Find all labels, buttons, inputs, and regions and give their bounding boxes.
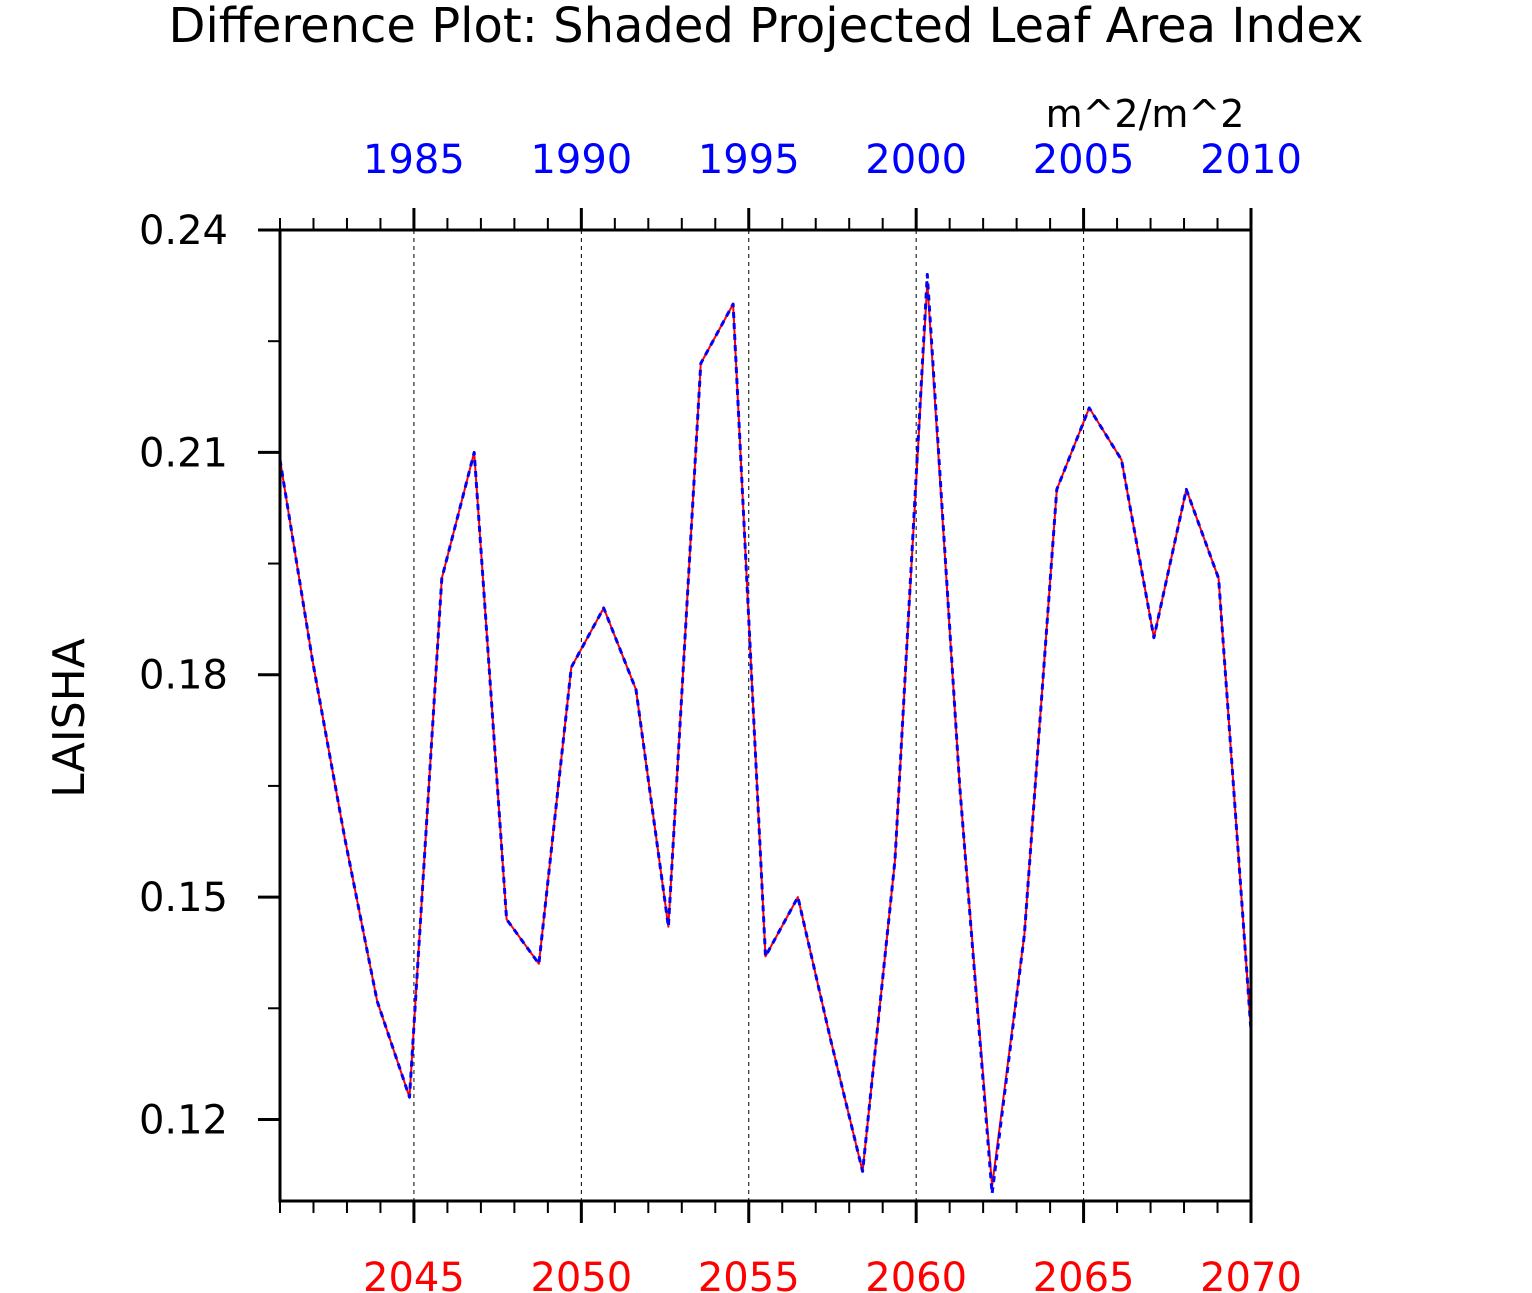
series-line-1 [279,280,1252,1188]
x-tick-label-bottom: 2045 [363,1255,465,1293]
units-label: m^2/m^2 [1046,92,1245,136]
y-tick-label: 0.24 [139,208,228,254]
chart-title: Difference Plot: Shaded Projected Leaf A… [169,0,1364,54]
y-tick-label: 0.18 [139,653,228,699]
x-tick-label-bottom: 2070 [1200,1255,1302,1293]
x-tick-label-bottom: 2065 [1033,1255,1135,1293]
x-tick-label-bottom: 2055 [698,1255,800,1293]
series-line-2 [278,273,1253,1196]
x-tick-label-top: 1985 [363,137,465,183]
y-tick-label: 0.15 [139,875,228,921]
x-tick-label-bottom: 2060 [865,1255,967,1293]
plot-frame [278,228,1253,1203]
x-tick-label-bottom: 2050 [530,1255,632,1293]
vertical-gridlines [413,230,1085,1201]
y-axis-label: LAISHA [44,638,95,798]
x-tick-label-top: 1990 [530,137,632,183]
axis-ticks [258,208,1253,1223]
series-lines [278,273,1253,1196]
x-tick-label-top: 2010 [1200,137,1302,183]
x-tick-label-top: 1995 [698,137,800,183]
y-tick-label: 0.12 [139,1097,228,1143]
x-tick-label-top: 2005 [1033,137,1135,183]
y-tick-label: 0.21 [139,430,228,476]
x-tick-label-top: 2000 [865,137,967,183]
tick-labels: 2045 2050 2055 2060 2065 2070 1985 1990 1995 2000… [139,137,1302,1293]
